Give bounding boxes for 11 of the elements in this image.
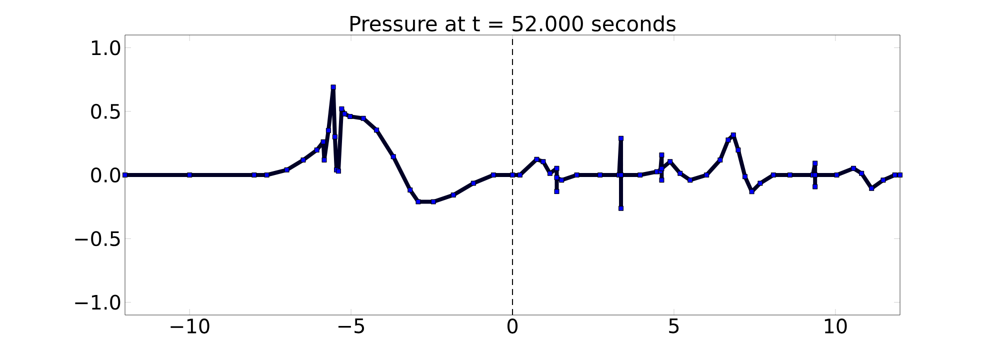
x-tick-label: 5 [669,318,679,334]
y-tick-label: 0.0 [91,167,120,183]
y-tick-label: 1.0 [92,40,120,56]
x-tick-label: 10 [824,318,847,334]
y-tick-label: −0.5 [75,231,120,246]
y-tick-label: −1.0 [75,294,120,310]
y-tick-label: 0.5 [91,104,120,119]
chart-title: Pressure at t = 52.000 seconds [350,15,676,32]
x-tick-label: −10 [170,318,210,334]
x-tick-label: 0 [507,318,518,334]
x-tick-label: −5 [338,318,364,334]
